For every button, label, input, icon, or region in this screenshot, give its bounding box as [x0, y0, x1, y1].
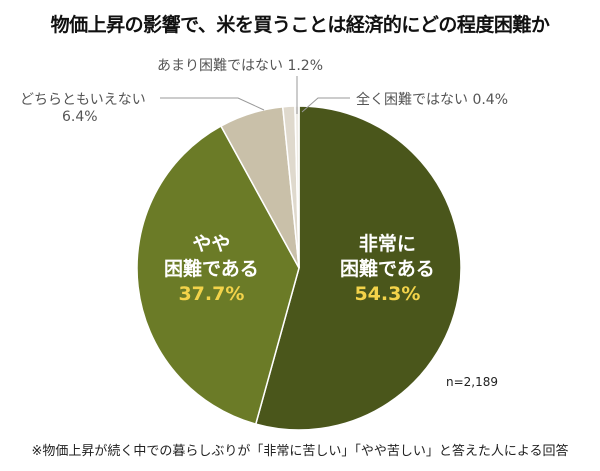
slice-label-neutral: どちらともいえない: [20, 92, 146, 108]
slice-label-line2: 困難である: [340, 258, 435, 280]
footnote: ※物価上昇が続く中での暮らしぶりが「非常に苦しい」「やや苦しい」と答えた人による…: [31, 444, 569, 459]
label-value: 0.4%: [472, 92, 509, 108]
chart-title: 物価上昇の影響で、米を買うことは経済的にどの程度困難か: [50, 14, 550, 36]
slice-label-somewhat-difficult: やや 困難である 37.7%: [164, 232, 259, 307]
leader-line-0: [160, 97, 265, 111]
label-text: あまり困難ではない: [157, 58, 283, 74]
pie-slice-1: [136, 125, 300, 426]
slice-value-neutral: 6.4%: [62, 109, 98, 125]
slice-label-not-at-all: 全く困難ではない 0.4%: [356, 89, 508, 109]
slice-label-line1: 非常に: [358, 233, 416, 255]
slice-label-very-difficult: 非常に 困難である 54.3%: [340, 232, 435, 307]
label-value: 1.2%: [287, 58, 324, 74]
slice-label-not-very: あまり困難ではない 1.2%: [157, 55, 323, 75]
slice-label-line1: やや: [192, 233, 231, 255]
slice-value: 54.3%: [354, 283, 421, 305]
leader-line-2: [301, 97, 350, 113]
slice-label-line2: 困難である: [164, 258, 259, 280]
pie-slice-0: [254, 105, 462, 431]
sample-size: n=2,189: [446, 375, 499, 389]
slice-value: 37.7%: [178, 283, 245, 305]
label-text: 全く困難ではない: [356, 92, 468, 108]
